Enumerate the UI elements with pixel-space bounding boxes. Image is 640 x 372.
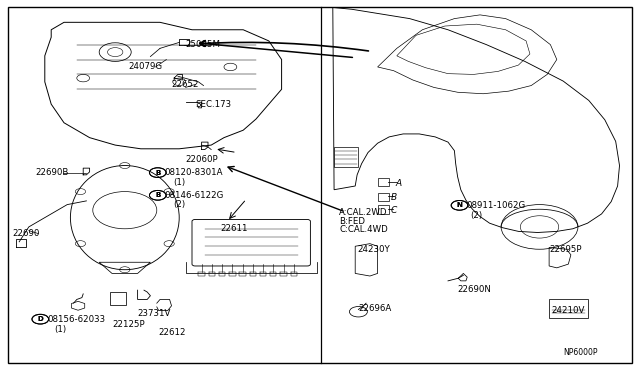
Text: B: B	[155, 170, 161, 176]
Text: B: B	[390, 193, 397, 202]
Text: 22652: 22652	[172, 80, 199, 89]
Text: 22612: 22612	[159, 328, 186, 337]
Text: N: N	[456, 202, 463, 208]
Text: 22696A: 22696A	[358, 304, 392, 313]
Text: 24230Y: 24230Y	[357, 245, 390, 254]
Text: NP6000P: NP6000P	[563, 348, 598, 357]
Text: D: D	[38, 316, 43, 322]
Text: SEC.173: SEC.173	[195, 100, 231, 109]
Text: 22125P: 22125P	[112, 320, 145, 329]
Text: (2): (2)	[470, 211, 483, 219]
Text: 22690: 22690	[13, 229, 40, 238]
Text: (1): (1)	[54, 325, 67, 334]
Text: 08120-8301A: 08120-8301A	[164, 168, 223, 177]
Bar	[378, 205, 389, 214]
Text: D: D	[38, 316, 43, 322]
Text: 08146-6122G: 08146-6122G	[164, 191, 224, 200]
Text: 23731V: 23731V	[138, 309, 171, 318]
Text: 22060P: 22060P	[186, 155, 218, 164]
Text: 08156-62033: 08156-62033	[47, 315, 106, 324]
Text: 22690B: 22690B	[35, 169, 68, 177]
Text: N: N	[456, 202, 463, 208]
Bar	[334, 147, 358, 167]
Text: C:CAL.4WD: C:CAL.4WD	[339, 225, 388, 234]
Bar	[378, 193, 389, 201]
Text: A: A	[396, 179, 402, 187]
Bar	[549, 299, 588, 318]
Text: C: C	[390, 206, 397, 215]
Text: 22690N: 22690N	[458, 285, 492, 294]
Text: A:CAL.2WD: A:CAL.2WD	[339, 208, 388, 217]
Text: 24210V: 24210V	[552, 306, 585, 315]
Text: 22695P: 22695P	[549, 245, 582, 254]
Bar	[110, 292, 126, 305]
Text: 22611: 22611	[221, 224, 248, 233]
Text: B: B	[155, 192, 161, 198]
Bar	[378, 178, 389, 186]
Text: 08911-1062G: 08911-1062G	[466, 201, 525, 210]
Text: B: B	[155, 170, 161, 176]
Text: (1): (1)	[173, 178, 185, 187]
Text: B: B	[155, 192, 161, 198]
Text: 25085M: 25085M	[186, 40, 221, 49]
Text: B:FED: B:FED	[339, 217, 365, 226]
Text: 24079G: 24079G	[128, 62, 162, 71]
Text: (2): (2)	[173, 200, 185, 209]
